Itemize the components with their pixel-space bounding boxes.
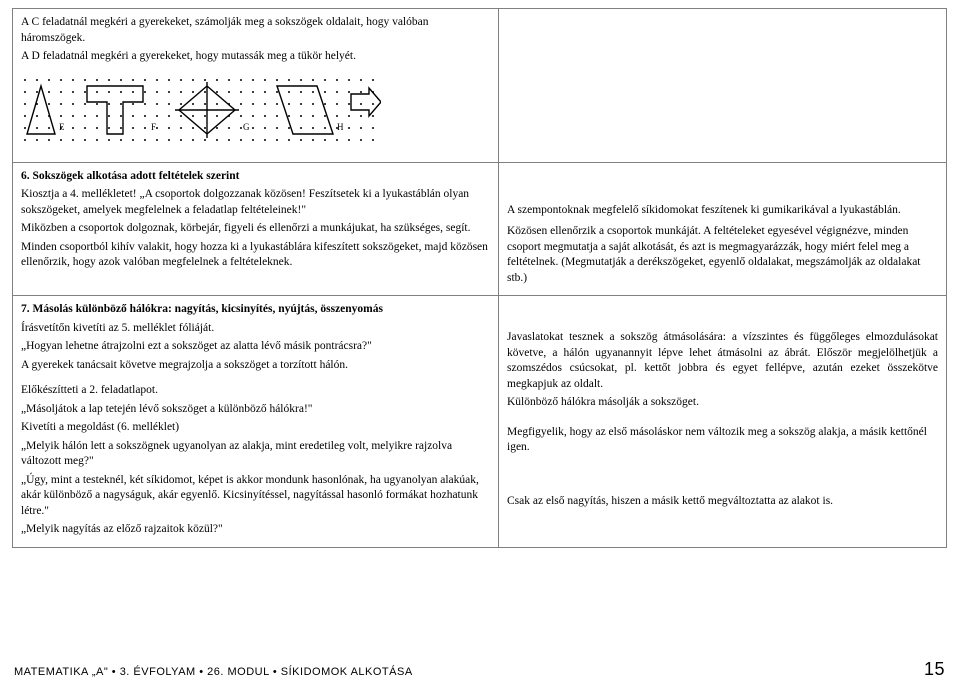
section7-p5: „Másoljátok a lap tetején lévő sokszöget…: [21, 402, 490, 418]
section7-p4: Előkészítteti a 2. feladatlapot.: [21, 383, 490, 399]
section7-p2: „Hogyan lehetne átrajzolni ezt a sokszög…: [21, 339, 490, 355]
section7-p6: Kivetíti a megoldást (6. melléklet): [21, 420, 490, 436]
section7-r-p2: Különböző hálókra másolják a sokszöget.: [507, 395, 938, 411]
section7-p1: Írásvetítőn kivetíti az 5. melléklet fól…: [21, 321, 490, 337]
section7-r-p1: Javaslatokat tesznek a sokszög átmásolás…: [507, 330, 938, 392]
section7-p8: „Úgy, mint a testeknél, két síkidomot, k…: [21, 473, 490, 520]
page-content: A C feladatnál megkéri a gyerekeket, szá…: [0, 0, 959, 548]
section6-p1: Kiosztja a 4. mellékletet! „A csoportok …: [21, 187, 490, 218]
footer-text: MATEMATIKA „A" • 3. ÉVFOLYAM • 26. MODUL…: [14, 666, 413, 678]
section7-right: Javaslatokat tesznek a sokszög átmásolás…: [499, 296, 947, 548]
section7-left: 7. Másolás különböző hálókra: nagyítás, …: [13, 296, 499, 548]
section6-title: 6. Sokszögek alkotása adott feltételek s…: [21, 169, 490, 185]
svg-text:G: G: [243, 122, 250, 132]
section7-r-p4: Csak az első nagyítás, hiszen a másik ke…: [507, 494, 938, 510]
section6-r-p1: A szempontoknak megfelelő síkidomokat fe…: [507, 203, 938, 219]
section7-title: 7. Másolás különböző hálókra: nagyítás, …: [21, 302, 490, 318]
section7-r-p3: Megfigyelik, hogy az első másoláskor nem…: [507, 425, 938, 456]
section7-p7: „Melyik hálón lett a sokszögnek ugyanoly…: [21, 439, 490, 470]
section6-r-p2: Közösen ellenőrzik a csoportok munkáját.…: [507, 224, 938, 286]
section7-p9: „Melyik nagyítás az előző rajzaitok közü…: [21, 522, 490, 538]
svg-text:F: F: [151, 122, 156, 132]
top-right-cell: [499, 9, 947, 163]
intro-line-2: A D feladatnál megkéri a gyerekeket, hog…: [21, 49, 490, 65]
svg-text:E: E: [59, 122, 65, 132]
section7-p3: A gyerekek tanácsait követve megrajzolja…: [21, 358, 490, 374]
content-table: A C feladatnál megkéri a gyerekeket, szá…: [12, 8, 947, 548]
section6-p3: Minden csoportból kihív valakit, hogy ho…: [21, 240, 490, 271]
intro-line-1: A C feladatnál megkéri a gyerekeket, szá…: [21, 15, 490, 46]
page-number: 15: [924, 659, 945, 680]
section6-right: A szempontoknak megfelelő síkidomokat fe…: [499, 162, 947, 296]
section6-p2: Miközben a csoportok dolgoznak, körbejár…: [21, 221, 490, 237]
svg-text:H: H: [337, 122, 344, 132]
page-footer: MATEMATIKA „A" • 3. ÉVFOLYAM • 26. MODUL…: [14, 659, 945, 680]
top-left-cell: A C feladatnál megkéri a gyerekeket, szá…: [13, 9, 499, 163]
shapes-diagram: E F G H: [21, 68, 490, 156]
section6-left: 6. Sokszögek alkotása adott feltételek s…: [13, 162, 499, 296]
